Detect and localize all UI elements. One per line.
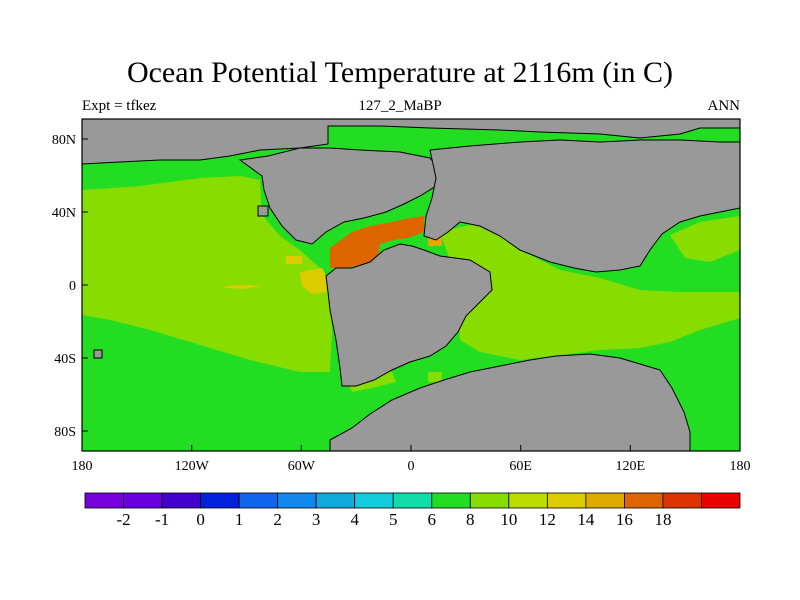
lon-label-60e: 60E: [509, 459, 532, 474]
colorbar-label: 14: [577, 510, 595, 529]
lat-label-0: 0: [69, 279, 76, 294]
map-title: Ocean Potential Temperature at 2116m (in…: [126, 56, 674, 89]
period-label: 127_2_MaBP: [358, 98, 442, 114]
season-label: ANN: [707, 98, 741, 114]
land-antarctica-australia: [329, 353, 691, 451]
colorbar-label: 18: [654, 510, 671, 529]
colorbar-label: 10: [500, 510, 517, 529]
colorbar-label: -2: [116, 510, 130, 529]
colorbar-label: 16: [616, 510, 633, 529]
colorbar-swatch: [546, 492, 587, 509]
colorbar-label: 4: [350, 510, 359, 529]
colorbar-label: 3: [312, 510, 321, 529]
colorbar-swatch: [161, 492, 201, 509]
colorbar-label: 8: [466, 510, 475, 529]
lon-label-180w: 180: [72, 459, 93, 474]
ocean-field-10-12-indian: [440, 225, 740, 360]
ocean-field-14-16-patch: [428, 236, 442, 246]
map-field: [82, 119, 740, 451]
colorbar-label: 12: [539, 510, 556, 529]
colorbar-swatch: [200, 492, 240, 509]
ocean-field-12-14-equatorial: [300, 268, 328, 294]
ocean-field-10-12-pacific: [82, 176, 332, 372]
lat-label-40n: 40N: [52, 206, 76, 221]
lon-tick-marks: [81, 445, 741, 451]
colorbar-label: 5: [389, 510, 398, 529]
colorbar: [84, 492, 741, 509]
land-eurasia: [423, 139, 740, 273]
colorbar-swatch: [701, 492, 741, 509]
colorbar-swatch: [585, 492, 625, 509]
colorbar-label: -1: [155, 510, 169, 529]
lat-label-80s: 80S: [54, 425, 76, 440]
colorbar-swatch: [84, 492, 124, 509]
colorbar-swatch: [277, 492, 317, 509]
colorbar-swatch: [508, 492, 548, 509]
colorbar-swatch: [123, 492, 163, 509]
land-island-2: [257, 205, 269, 217]
colorbar-labels: -2 -1 0 1 2 3 4 5 6 8 10 12 14 16 18: [116, 510, 671, 529]
lat-label-40s: 40S: [54, 352, 76, 367]
colorbar-swatch: [469, 492, 510, 509]
ocean-field-10-12-westpac: [670, 216, 740, 262]
lon-label-180e: 180: [730, 459, 751, 474]
ocean-field-10-12-patch: [428, 372, 442, 382]
ocean-field-16-18-tethys: [330, 216, 424, 268]
colorbar-swatch: [354, 492, 394, 509]
colorbar-label: 2: [273, 510, 282, 529]
lat-tick-marks: [82, 138, 88, 432]
colorbar-swatch: [392, 492, 433, 509]
lat-label-80n: 80N: [52, 133, 76, 148]
land-north-america: [238, 147, 441, 245]
colorbar-label: 1: [235, 510, 244, 529]
colorbar-swatch: [624, 492, 664, 509]
lon-label-120w: 120W: [175, 459, 210, 474]
land-island: [93, 349, 103, 359]
colorbar-label: 6: [428, 510, 437, 529]
lon-label-0: 0: [408, 459, 415, 474]
land-south-america: [325, 243, 493, 387]
colorbar-swatch: [315, 492, 356, 509]
lon-label-60w: 60W: [288, 459, 316, 474]
land-masses: [82, 119, 740, 451]
colorbar-label: 0: [196, 510, 205, 529]
land-north: [82, 119, 740, 165]
colorbar-swatch: [662, 492, 702, 509]
lon-label-120e: 120E: [616, 459, 646, 474]
colorbar-swatch: [238, 492, 279, 509]
colorbar-swatch: [431, 492, 471, 509]
ocean-field-12-14-patch: [286, 256, 302, 264]
experiment-label: Expt = tfkez: [82, 98, 157, 114]
ocean-field-12-14-band: [220, 285, 262, 289]
